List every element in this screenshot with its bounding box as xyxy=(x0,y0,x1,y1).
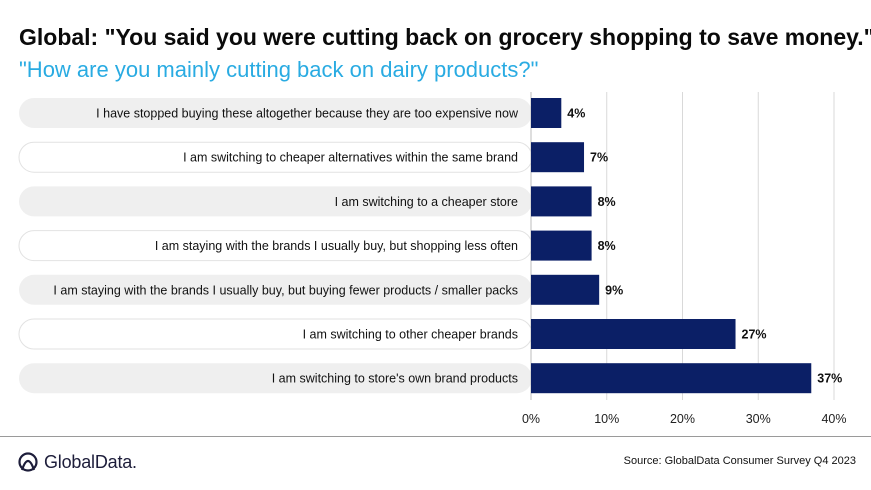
data-label: 37% xyxy=(817,372,842,386)
category-label-background xyxy=(19,186,532,217)
bar xyxy=(531,274,600,305)
chart-subtitle: "How are you mainly cutting back on dair… xyxy=(19,57,539,82)
globaldata-logo-icon xyxy=(18,452,38,472)
category-label: I am staying with the brands I usually b… xyxy=(155,239,518,253)
chart-title: Global: "You said you were cutting back … xyxy=(19,24,871,50)
data-label: 8% xyxy=(598,195,616,209)
data-label: 9% xyxy=(605,283,623,297)
bar xyxy=(531,319,736,349)
bar xyxy=(531,98,562,128)
data-label: 4% xyxy=(567,107,585,121)
bar xyxy=(531,186,592,217)
data-label: 8% xyxy=(598,239,616,253)
category-label: I am switching to a cheaper store xyxy=(335,195,518,209)
category-label: I am staying with the brands I usually b… xyxy=(53,283,518,297)
bar xyxy=(531,363,812,394)
bar-chart: I have stopped buying these altogether b… xyxy=(18,92,847,426)
bar xyxy=(531,142,585,173)
category-label: I am switching to other cheaper brands xyxy=(303,328,518,342)
category-label-background xyxy=(19,363,532,394)
category-label: I am switching to store's own brand prod… xyxy=(272,372,518,386)
category-label: I am switching to cheaper alternatives w… xyxy=(183,151,518,165)
x-tick-label: 10% xyxy=(594,412,619,426)
category-label-background xyxy=(19,98,532,128)
x-tick-label: 20% xyxy=(670,412,695,426)
x-tick-label: 0% xyxy=(522,412,540,426)
x-tick-label: 40% xyxy=(821,412,846,426)
category-label-background xyxy=(19,274,532,305)
data-label: 27% xyxy=(742,328,767,342)
globaldata-logo: GlobalData. xyxy=(17,449,137,475)
data-label: 7% xyxy=(590,151,608,165)
x-tick-label: 30% xyxy=(746,412,771,426)
bar xyxy=(531,230,592,261)
logo-text: GlobalData. xyxy=(44,451,137,472)
source-note: Source: GlobalData Consumer Survey Q4 20… xyxy=(623,455,856,467)
category-label: I have stopped buying these altogether b… xyxy=(96,107,519,121)
footer-divider xyxy=(0,436,871,437)
